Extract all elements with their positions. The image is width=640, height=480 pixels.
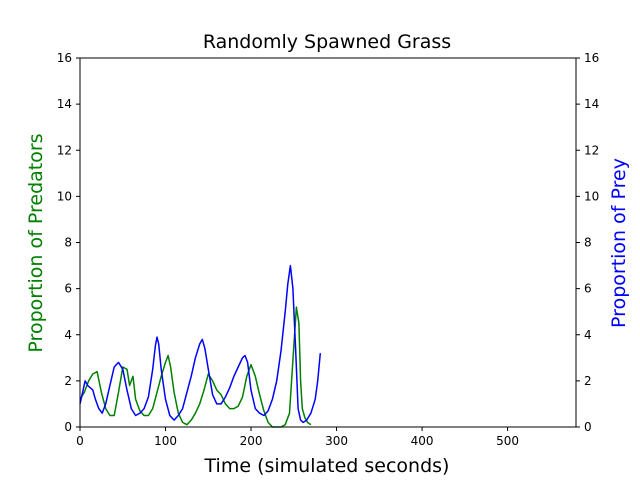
chart-title: Randomly Spawned Grass	[203, 31, 451, 53]
right-y-ticks: 0 2 4 6 8 10 12 14 16	[576, 51, 599, 434]
prey-series-line	[79, 264, 322, 424]
right-y-tick-label: 16	[584, 51, 599, 65]
right-y-tick-label: 4	[584, 328, 592, 342]
right-y-tick-label: 12	[584, 143, 599, 157]
plot-frame	[79, 57, 577, 428]
left-y-tick-label: 4	[64, 328, 72, 342]
left-y-tick-label: 16	[57, 51, 72, 65]
left-y-tick-label: 0	[64, 420, 72, 434]
x-tick-label: 200	[240, 434, 263, 448]
left-y-tick-label: 10	[57, 189, 72, 203]
x-tick-label: 100	[154, 434, 177, 448]
left-y-tick-label: 6	[64, 282, 72, 296]
right-y-tick-label: 10	[584, 189, 599, 203]
x-tick-label: 0	[76, 434, 84, 448]
x-tick-label: 300	[325, 434, 348, 448]
series-layer	[79, 264, 322, 428]
right-y-tick-label: 2	[584, 374, 592, 388]
right-y-tick-label: 14	[584, 97, 599, 111]
right-y-tick-label: 0	[584, 420, 592, 434]
x-ticks: 0 100 200 300 400 500	[76, 427, 519, 448]
left-y-axis-label: Proportion of Predators	[25, 133, 47, 352]
right-y-tick-label: 8	[584, 236, 592, 250]
x-axis-label: Time (simulated seconds)	[204, 455, 450, 477]
left-y-tick-label: 12	[57, 143, 72, 157]
right-y-axis-label: Proportion of Prey	[608, 158, 630, 328]
x-tick-label: 400	[411, 434, 434, 448]
left-y-ticks: 0 2 4 6 8 10 12 14 16	[57, 51, 80, 434]
left-y-tick-label: 8	[64, 236, 72, 250]
x-tick-label: 500	[496, 434, 519, 448]
right-y-tick-label: 6	[584, 282, 592, 296]
left-y-tick-label: 14	[57, 97, 72, 111]
left-y-tick-label: 2	[64, 374, 72, 388]
